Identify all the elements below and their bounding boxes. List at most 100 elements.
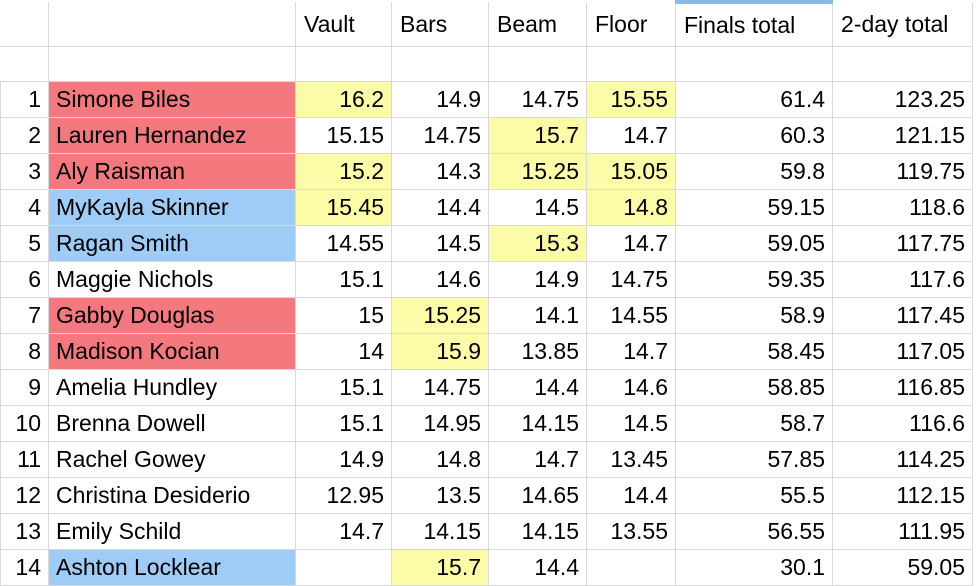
cell-finals-total[interactable]: 58.7: [676, 406, 833, 442]
cell-vault[interactable]: 15.1: [296, 406, 392, 442]
cell-vault[interactable]: 14.55: [296, 226, 392, 262]
cell-gymnast-name[interactable]: Lauren Hernandez: [49, 118, 296, 154]
row-number[interactable]: 12: [1, 478, 49, 514]
cell-vault[interactable]: 15: [296, 298, 392, 334]
cell-gymnast-name[interactable]: Maggie Nichols: [49, 262, 296, 298]
cell-beam[interactable]: 13.85: [489, 334, 587, 370]
cell-finals-total[interactable]: 55.5: [676, 478, 833, 514]
cell-finals-total[interactable]: 59.8: [676, 154, 833, 190]
cell-bars[interactable]: 14.75: [392, 118, 489, 154]
cell-two-day-total[interactable]: 116.85: [833, 370, 973, 406]
row-number[interactable]: 1: [1, 82, 49, 118]
cell-finals-total[interactable]: 58.85: [676, 370, 833, 406]
cell-vault[interactable]: 14: [296, 334, 392, 370]
cell-floor[interactable]: 14.6: [587, 370, 676, 406]
row-number[interactable]: 5: [1, 226, 49, 262]
cell-floor[interactable]: 14.55: [587, 298, 676, 334]
cell-gymnast-name[interactable]: MyKayla Skinner: [49, 190, 296, 226]
cell-gymnast-name[interactable]: Amelia Hundley: [49, 370, 296, 406]
cell-beam[interactable]: 14.75: [489, 82, 587, 118]
row-number[interactable]: 6: [1, 262, 49, 298]
row-number[interactable]: 4: [1, 190, 49, 226]
cell-gymnast-name[interactable]: Ashton Locklear: [49, 550, 296, 586]
cell-finals-total[interactable]: 59.05: [676, 226, 833, 262]
cell-finals-total[interactable]: 57.85: [676, 442, 833, 478]
cell-finals-total[interactable]: 61.4: [676, 82, 833, 118]
cell-gymnast-name[interactable]: Simone Biles: [49, 82, 296, 118]
cell-finals-total[interactable]: 60.3: [676, 118, 833, 154]
header-name-blank[interactable]: [49, 2, 296, 47]
cell-floor[interactable]: 15.05: [587, 154, 676, 190]
cell-bars[interactable]: 13.5: [392, 478, 489, 514]
cell-two-day-total[interactable]: 116.6: [833, 406, 973, 442]
row-number[interactable]: 8: [1, 334, 49, 370]
cell-vault[interactable]: 16.2: [296, 82, 392, 118]
cell-two-day-total[interactable]: 121.15: [833, 118, 973, 154]
cell-beam[interactable]: 14.4: [489, 370, 587, 406]
blank-row-bars[interactable]: [392, 47, 489, 82]
cell-bars[interactable]: 14.15: [392, 514, 489, 550]
cell-floor[interactable]: 13.55: [587, 514, 676, 550]
cell-gymnast-name[interactable]: Aly Raisman: [49, 154, 296, 190]
cell-finals-total[interactable]: 59.35: [676, 262, 833, 298]
cell-gymnast-name[interactable]: Madison Kocian: [49, 334, 296, 370]
cell-floor[interactable]: 14.7: [587, 226, 676, 262]
cell-floor[interactable]: 15.55: [587, 82, 676, 118]
header-finals-total[interactable]: Finals total: [676, 2, 833, 47]
cell-floor[interactable]: 14.8: [587, 190, 676, 226]
cell-floor[interactable]: 13.45: [587, 442, 676, 478]
cell-two-day-total[interactable]: 117.45: [833, 298, 973, 334]
cell-beam[interactable]: 14.1: [489, 298, 587, 334]
cell-floor[interactable]: [587, 550, 676, 586]
blank-row-finals-total[interactable]: [676, 47, 833, 82]
cell-beam[interactable]: 15.25: [489, 154, 587, 190]
cell-beam[interactable]: 14.4: [489, 550, 587, 586]
blank-row-two-day-total[interactable]: [833, 47, 973, 82]
cell-two-day-total[interactable]: 59.05: [833, 550, 973, 586]
cell-bars[interactable]: 14.95: [392, 406, 489, 442]
cell-vault[interactable]: 15.1: [296, 262, 392, 298]
cell-beam[interactable]: 14.9: [489, 262, 587, 298]
cell-floor[interactable]: 14.5: [587, 406, 676, 442]
cell-vault[interactable]: 12.95: [296, 478, 392, 514]
cell-bars[interactable]: 14.9: [392, 82, 489, 118]
header-vault[interactable]: Vault: [296, 2, 392, 47]
cell-gymnast-name[interactable]: Gabby Douglas: [49, 298, 296, 334]
cell-floor[interactable]: 14.75: [587, 262, 676, 298]
cell-vault[interactable]: 15.1: [296, 370, 392, 406]
cell-gymnast-name[interactable]: Christina Desiderio: [49, 478, 296, 514]
cell-floor[interactable]: 14.4: [587, 478, 676, 514]
header-floor[interactable]: Floor: [587, 2, 676, 47]
cell-two-day-total[interactable]: 117.75: [833, 226, 973, 262]
cell-finals-total[interactable]: 58.45: [676, 334, 833, 370]
cell-bars[interactable]: 14.4: [392, 190, 489, 226]
cell-two-day-total[interactable]: 123.25: [833, 82, 973, 118]
header-beam[interactable]: Beam: [489, 2, 587, 47]
cell-bars[interactable]: 15.9: [392, 334, 489, 370]
cell-finals-total[interactable]: 58.9: [676, 298, 833, 334]
cell-finals-total[interactable]: 56.55: [676, 514, 833, 550]
blank-row-name[interactable]: [49, 47, 296, 82]
cell-beam[interactable]: 14.15: [489, 406, 587, 442]
cell-gymnast-name[interactable]: Emily Schild: [49, 514, 296, 550]
cell-beam[interactable]: 14.7: [489, 442, 587, 478]
cell-finals-total[interactable]: 30.1: [676, 550, 833, 586]
blank-row-floor[interactable]: [587, 47, 676, 82]
cell-beam[interactable]: 14.65: [489, 478, 587, 514]
cell-bars[interactable]: 15.7: [392, 550, 489, 586]
cell-beam[interactable]: 14.15: [489, 514, 587, 550]
row-number[interactable]: 2: [1, 118, 49, 154]
cell-two-day-total[interactable]: 117.6: [833, 262, 973, 298]
cell-beam[interactable]: 15.3: [489, 226, 587, 262]
cell-bars[interactable]: 14.3: [392, 154, 489, 190]
row-number[interactable]: 14: [1, 550, 49, 586]
cell-vault[interactable]: 14.9: [296, 442, 392, 478]
cell-beam[interactable]: 14.5: [489, 190, 587, 226]
cell-vault[interactable]: 15.45: [296, 190, 392, 226]
blank-row-beam[interactable]: [489, 47, 587, 82]
cell-floor[interactable]: 14.7: [587, 334, 676, 370]
row-number[interactable]: 3: [1, 154, 49, 190]
cell-two-day-total[interactable]: 119.75: [833, 154, 973, 190]
row-number[interactable]: 7: [1, 298, 49, 334]
cell-two-day-total[interactable]: 117.05: [833, 334, 973, 370]
